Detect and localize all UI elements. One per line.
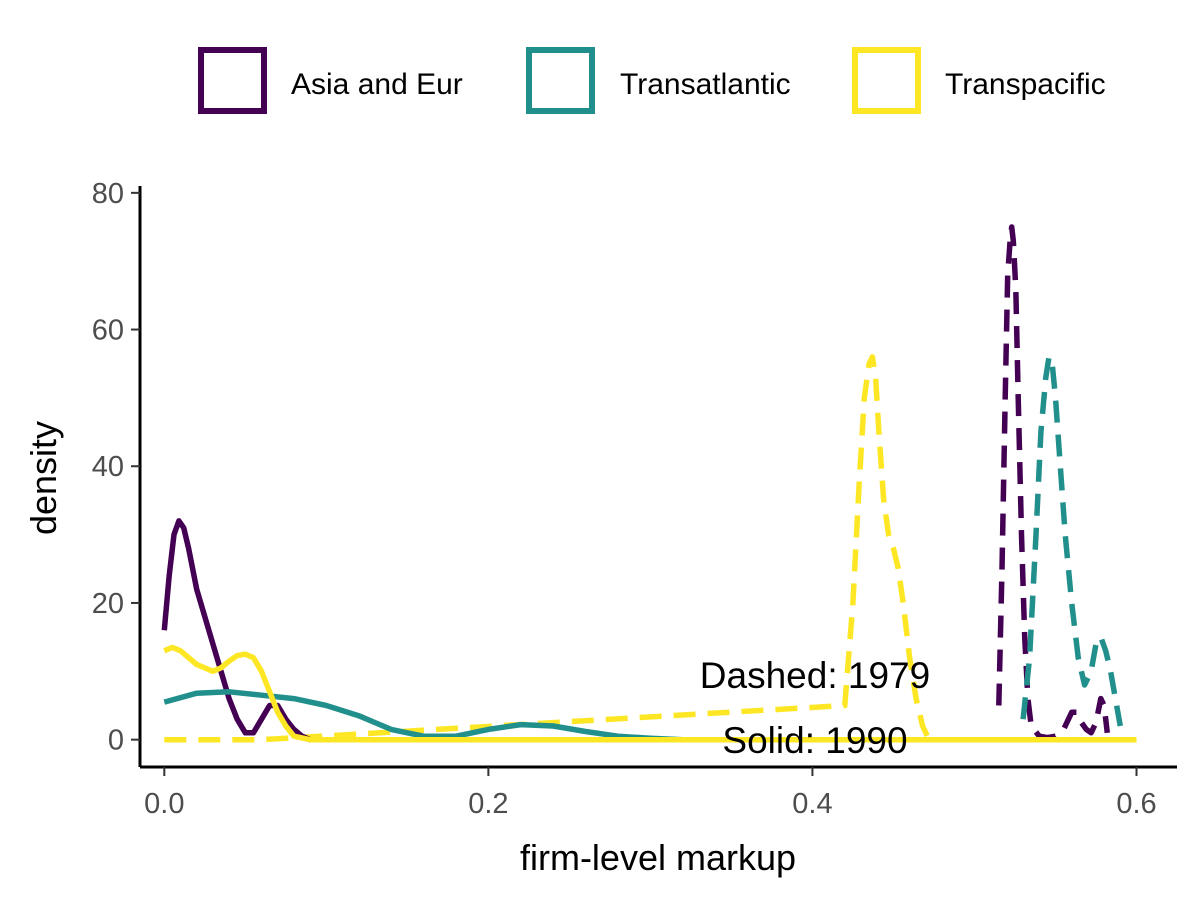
- legend-key-transatlantic: [526, 47, 595, 114]
- x-tick-label: 0.2: [468, 788, 508, 820]
- x-tick-label: 0.6: [1116, 788, 1156, 820]
- legend: Asia and Eur Transatlantic Transpacific: [198, 47, 1106, 114]
- x-tick-label: 0.4: [792, 788, 832, 820]
- series-line-asia-and-eur-1990: [161, 518, 359, 743]
- y-tick-label: 0: [108, 725, 124, 757]
- annotation-layer: Dashed: 1979 Solid: 1990: [700, 655, 930, 761]
- y-tick-label: 60: [92, 315, 124, 347]
- legend-label-transpacific: Transpacific: [945, 68, 1106, 101]
- x-tick-label: 0.0: [144, 788, 184, 820]
- y-tick-label: 40: [92, 451, 124, 483]
- legend-label-transatlantic: Transatlantic: [620, 68, 791, 101]
- legend-key-transpacific: [852, 47, 921, 114]
- x-axis-title: firm-level markup: [520, 837, 796, 878]
- y-axis-title: density: [23, 421, 64, 535]
- series-line-asia-and-eur-1979: [996, 224, 1111, 741]
- legend-label-asia-and-eur: Asia and Eur: [291, 68, 463, 101]
- y-tick-label: 20: [92, 588, 124, 620]
- series-line-transatlantic-1979: [1020, 354, 1124, 727]
- annotation-dashed: Dashed: 1979: [700, 655, 930, 696]
- series-line-transpacific-1979: [164, 354, 932, 743]
- series-line-transpacific-1990: [163, 644, 1137, 743]
- annotation-solid: Solid: 1990: [722, 720, 907, 761]
- y-tick-label: 80: [92, 178, 124, 210]
- series-layer: [161, 224, 1137, 743]
- axes: 0.0 0.2 0.4 0.6 0 20 40 60 80: [92, 178, 1177, 820]
- legend-key-asia-and-eur: [198, 47, 267, 114]
